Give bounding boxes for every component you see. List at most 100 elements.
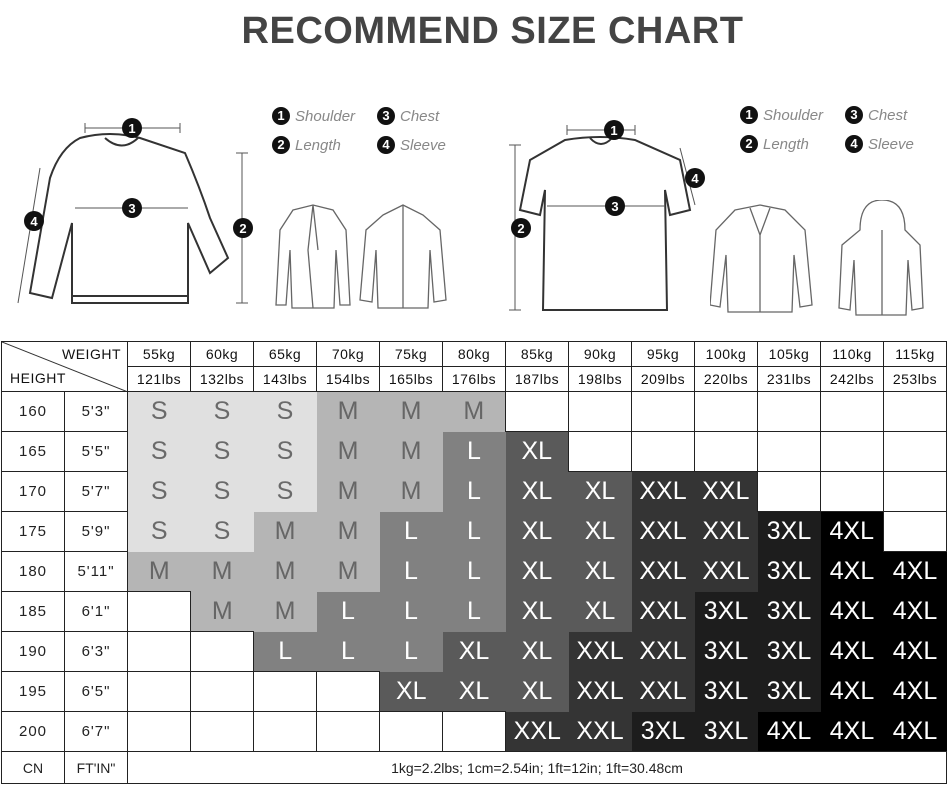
weight-kg-header: 75kg: [379, 341, 443, 367]
size-cell: XXL: [568, 711, 632, 752]
weight-kg-header: 55kg: [127, 341, 191, 367]
size-cell: [505, 391, 569, 432]
size-cell: M: [316, 391, 380, 432]
table-row: 195 6'5" XL XL XL XXL XXL 3XL 3XL 4XL 4XL: [1, 671, 947, 712]
weight-kg-header: 65kg: [253, 341, 317, 367]
size-cell: 4XL: [883, 551, 947, 592]
size-cell: L: [379, 631, 443, 672]
size-cell: XL: [505, 431, 569, 472]
size-cell: S: [253, 431, 317, 472]
weight-kg-header: 85kg: [505, 341, 569, 367]
size-cell: [190, 631, 254, 672]
size-cell: [568, 391, 632, 432]
size-cell: L: [442, 431, 506, 472]
height-ft: 5'7": [64, 471, 128, 512]
height-ft: 6'7": [64, 711, 128, 752]
size-cell: M: [316, 551, 380, 592]
size-cell: [127, 631, 191, 672]
size-cell: M: [379, 431, 443, 472]
size-cell: [820, 431, 884, 472]
height-cm: 170: [1, 471, 65, 512]
size-cell: L: [442, 551, 506, 592]
size-cell: L: [253, 631, 317, 672]
height-cm: 180: [1, 551, 65, 592]
height-cm: 190: [1, 631, 65, 672]
num-badge-icon: 4: [845, 135, 863, 153]
weight-lbs-header: 154lbs: [316, 366, 380, 392]
size-cell: XXL: [631, 631, 695, 672]
weight-kg-header: 105kg: [757, 341, 821, 367]
size-cell: L: [316, 591, 380, 632]
size-cell: [190, 711, 254, 752]
weight-kg-header: 70kg: [316, 341, 380, 367]
size-cell: [883, 431, 947, 472]
size-cell: XL: [505, 671, 569, 712]
size-cell: XXL: [631, 511, 695, 552]
marker-4: 4: [691, 171, 699, 186]
size-cell: [127, 671, 191, 712]
size-cell: XXL: [505, 711, 569, 752]
height-cm: 175: [1, 511, 65, 552]
marker-icons: 1 3 2 4: [24, 118, 253, 238]
size-cell: [757, 471, 821, 512]
size-cell: XXL: [694, 551, 758, 592]
num-badge-icon: 3: [845, 106, 863, 124]
size-cell: L: [379, 591, 443, 632]
size-cell: S: [127, 391, 191, 432]
size-cell: [253, 711, 317, 752]
table-row: 170 5'7" S S S M M L XL XL XXL XXL: [1, 471, 947, 512]
size-cell: [127, 711, 191, 752]
weight-lbs-header: 231lbs: [757, 366, 821, 392]
marker-1: 1: [128, 121, 135, 136]
weight-lbs-header: 253lbs: [883, 366, 947, 392]
size-cell: 3XL: [757, 671, 821, 712]
marker-1: 1: [610, 123, 617, 138]
height-cm: 195: [1, 671, 65, 712]
jacket-icons-left: [275, 204, 447, 309]
num-badge-icon: 2: [272, 136, 290, 154]
size-cell: [757, 391, 821, 432]
size-cell: S: [253, 391, 317, 432]
size-cell: [379, 711, 443, 752]
legend-right: 1 Shoulder 3 Chest 2 Length 4 Sleeve: [740, 106, 940, 156]
diagonal-divider: [2, 342, 126, 391]
weight-kg-header: 60kg: [190, 341, 254, 367]
size-cell: [820, 471, 884, 512]
size-cell: [190, 671, 254, 712]
weight-kg-header: 100kg: [694, 341, 758, 367]
size-cell: S: [127, 471, 191, 512]
size-cell: XXL: [568, 631, 632, 672]
size-cell: M: [316, 431, 380, 472]
size-cell: [253, 671, 317, 712]
weight-lbs-header: 165lbs: [379, 366, 443, 392]
jacket-icons-right: [710, 200, 924, 316]
size-cell: XL: [442, 671, 506, 712]
weight-lbs-header: 187lbs: [505, 366, 569, 392]
size-cell: XL: [505, 591, 569, 632]
legend-label: Shoulder: [763, 106, 824, 124]
table-row: 160 5'3" S S S M M M: [1, 391, 947, 432]
table-row: 190 6'3" L L L XL XL XXL XXL 3XL 3XL 4XL 4XL: [1, 631, 947, 672]
size-cell: XXL: [631, 551, 695, 592]
size-cell: 3XL: [694, 631, 758, 672]
size-cell: L: [316, 631, 380, 672]
size-cell: [883, 391, 947, 432]
size-cell: 3XL: [694, 711, 758, 752]
num-badge-icon: 4: [377, 136, 395, 154]
table-row: 200 6'7" XXL XXL 3XL 3XL 4XL 4XL 4XL: [1, 711, 947, 752]
marker-3: 3: [611, 199, 618, 214]
num-badge-icon: 1: [740, 106, 758, 124]
size-cell: L: [442, 511, 506, 552]
size-cell: 4XL: [883, 631, 947, 672]
legend-label: Sleeve: [868, 135, 914, 153]
size-cell: L: [442, 471, 506, 512]
legend-label: Length: [763, 135, 809, 153]
size-cell: L: [379, 511, 443, 552]
size-cell: XL: [568, 471, 632, 512]
size-cell: M: [316, 471, 380, 512]
size-cell: XL: [505, 551, 569, 592]
num-badge-icon: 3: [377, 107, 395, 125]
size-cell: M: [190, 591, 254, 632]
legend-label: Sleeve: [400, 136, 446, 154]
size-cell: S: [127, 511, 191, 552]
